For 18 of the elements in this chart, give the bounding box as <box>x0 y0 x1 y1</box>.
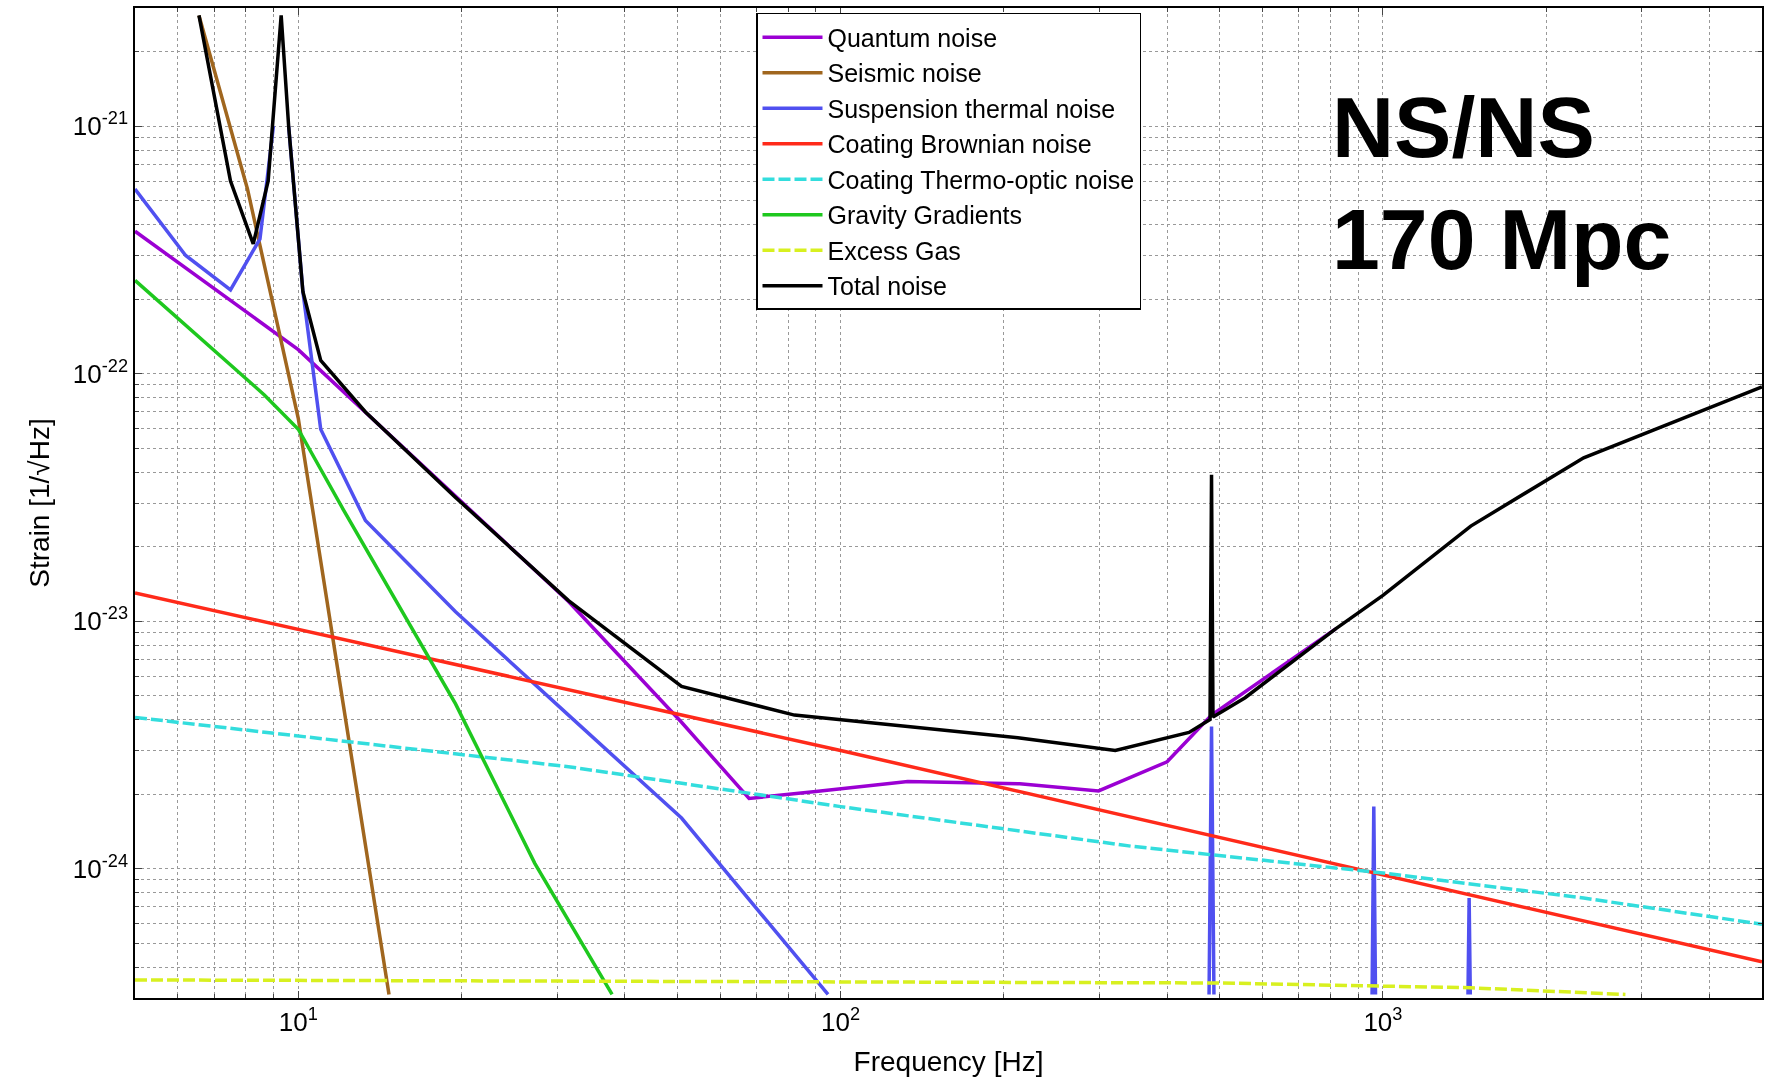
legend-label: Suspension thermal noise <box>827 94 1116 123</box>
y-axis-title: Strain [1/√Hz] <box>24 418 56 588</box>
legend-label: Coating Brownian noise <box>827 130 1092 159</box>
y-tick-label: 10$^{-24}$ <box>72 850 129 884</box>
legend-label: Gravity Gradients <box>827 201 1023 230</box>
legend-label: Quantum noise <box>827 23 998 52</box>
annotation: NS/NS 170 Mpc <box>1332 79 1672 287</box>
legend-label: Seismic noise <box>827 59 982 88</box>
y-tick-label: 10$^{-22}$ <box>72 355 129 389</box>
x-axis-title: Frequency [Hz] <box>853 1045 1044 1077</box>
y-tick-label: 10$^{-23}$ <box>72 603 129 637</box>
legend-label: Coating Thermo-optic noise <box>827 165 1135 194</box>
x-tick-label: 10$^{3}$ <box>1363 1004 1403 1037</box>
x-tick-label: 10$^{2}$ <box>821 1004 861 1037</box>
legend-label: Excess Gas <box>827 236 961 265</box>
legend-label: Total noise <box>827 272 948 301</box>
y-tick-label: 10$^{-21}$ <box>72 108 129 142</box>
x-tick-label: 10$^{1}$ <box>278 1004 318 1037</box>
